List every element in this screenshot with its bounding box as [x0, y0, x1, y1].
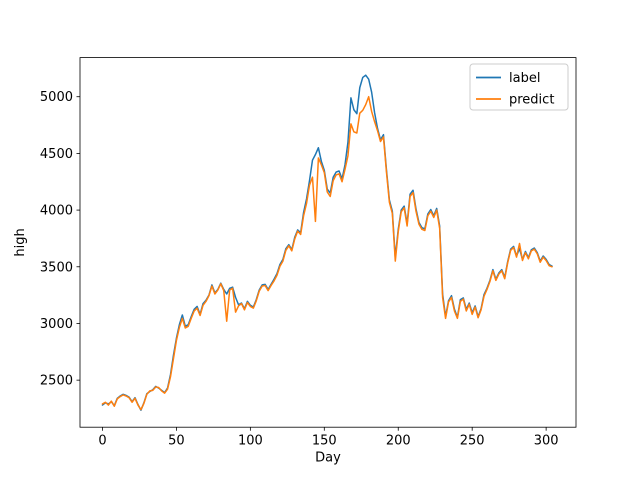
- legend-label-predict: predict: [509, 93, 554, 108]
- y-axis-tick-label: 4000: [40, 204, 73, 219]
- y-axis-tick-label: 2500: [40, 374, 73, 389]
- series-line-predict: [101, 95, 553, 411]
- x-axis-tick-label: 150: [312, 434, 337, 449]
- x-axis-tick-label: 200: [386, 434, 411, 449]
- axes-frame: [79, 57, 577, 428]
- x-axis-tick-label: 0: [98, 434, 106, 449]
- y-axis-tick-label: 5000: [40, 90, 73, 105]
- y-axis-label: high: [13, 228, 28, 256]
- x-axis-tick-label: 250: [460, 434, 485, 449]
- y-axis-tick-label: 4500: [40, 147, 73, 162]
- y-axis-tick-label: 3500: [40, 260, 73, 275]
- x-axis-tick-label: 50: [168, 434, 185, 449]
- legend-label-label: label: [509, 71, 540, 86]
- x-axis-tick-label: 300: [534, 434, 559, 449]
- x-axis-label: Day: [315, 451, 341, 466]
- y-axis-tick-label: 3000: [40, 317, 73, 332]
- x-axis-tick-label: 100: [238, 434, 263, 449]
